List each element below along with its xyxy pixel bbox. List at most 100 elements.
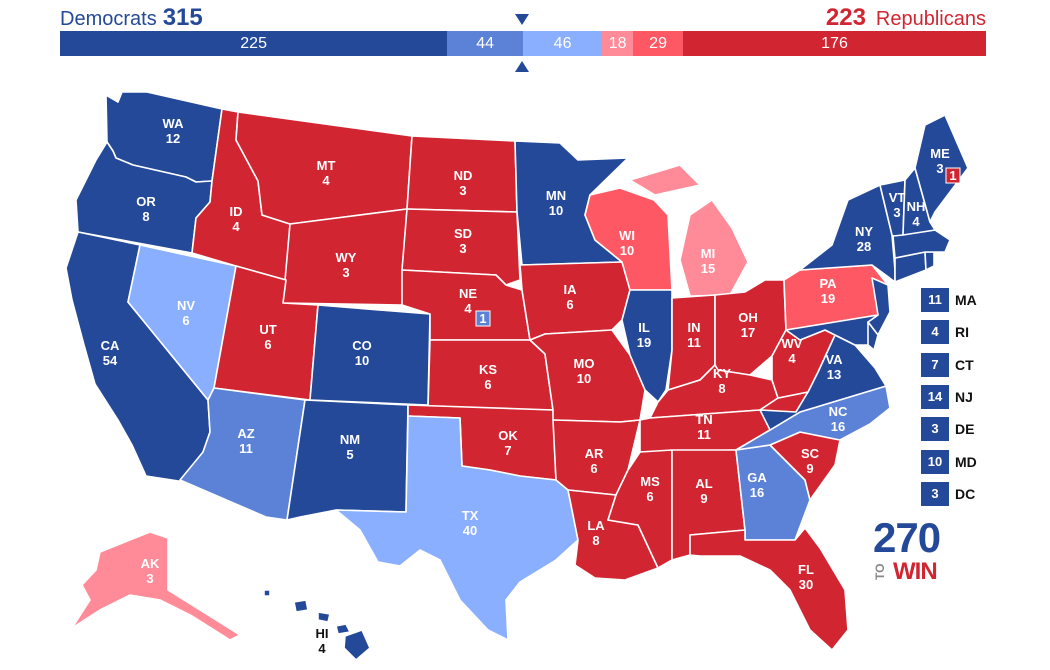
side-item-abbr: DE <box>955 421 975 438</box>
state-label-al: AL 9 <box>695 476 712 506</box>
side-item-de[interactable]: 3 DE <box>921 417 975 442</box>
side-item-ev: 10 <box>921 449 949 474</box>
state-ny[interactable] <box>799 184 896 283</box>
me-district-2-badge[interactable] <box>945 167 961 184</box>
state-label-vt: VT 3 <box>889 190 906 220</box>
bar-segment: 176 <box>683 31 986 56</box>
state-label-id: ID 4 <box>230 204 243 234</box>
side-item-ri[interactable]: 4 RI <box>921 320 969 345</box>
bar-segment: 18 <box>602 31 634 56</box>
state-label-fl: FL 30 <box>798 562 814 592</box>
state-label-tn: TN 11 <box>695 412 712 442</box>
electoral-vote-bar: 225 44 46 18 29 176 <box>60 31 986 56</box>
state-label-wi: WI 10 <box>619 228 635 258</box>
ne-district-2-badge[interactable] <box>475 310 491 327</box>
democrats-label: Democrats <box>60 8 157 30</box>
logo-win: WIN <box>893 558 938 585</box>
state-label-ak: AK 3 <box>141 556 160 586</box>
side-item-abbr: RI <box>955 324 969 341</box>
bar-segment: 225 <box>60 31 448 56</box>
state-ri[interactable] <box>924 251 935 271</box>
state-me[interactable] <box>914 114 969 223</box>
state-label-nh: NH 4 <box>907 199 926 229</box>
270-marker-bottom-icon <box>515 61 529 72</box>
republicans-header: 223 Republicans <box>826 4 986 32</box>
state-label-az: AZ 11 <box>237 426 254 456</box>
side-item-ev: 11 <box>921 288 949 312</box>
bar-segment: 44 <box>447 31 523 56</box>
republicans-label: Republicans <box>875 8 986 30</box>
side-item-ev: 14 <box>921 384 949 409</box>
state-label-nv: NV 6 <box>177 298 195 328</box>
state-label-la: LA 8 <box>587 518 605 548</box>
side-item-abbr: NJ <box>955 388 973 405</box>
state-label-wy: WY 3 <box>336 250 357 280</box>
state-label-hi: HI 4 <box>316 626 329 656</box>
state-md[interactable] <box>785 314 879 346</box>
democrats-total: 315 <box>162 4 203 31</box>
state-label-va: VA 13 <box>825 352 843 382</box>
state-nh[interactable] <box>902 167 936 236</box>
state-label-wv: WV 4 <box>782 336 803 366</box>
side-item-ev: 3 <box>921 417 949 442</box>
state-label-oh: OH 17 <box>738 310 758 340</box>
democrats-header: Democrats 315 <box>60 4 203 32</box>
state-label-ia: IA 6 <box>564 282 578 312</box>
state-label-ut: UT 6 <box>259 322 276 352</box>
state-label-ca: CA 54 <box>101 338 120 368</box>
state-label-ne: NE 4 <box>459 286 477 316</box>
state-ak[interactable] <box>71 531 241 641</box>
state-vt[interactable] <box>879 179 906 237</box>
state-fl[interactable] <box>689 527 849 651</box>
side-item-abbr: MA <box>955 292 977 308</box>
state-label-mn: MN 10 <box>546 188 566 218</box>
side-item-nj[interactable]: 14 NJ <box>921 384 973 409</box>
state-tx[interactable] <box>335 415 579 641</box>
state-label-mi: MI 15 <box>701 246 715 276</box>
state-label-ks: KS 6 <box>479 362 497 392</box>
bar-segment: 46 <box>522 31 603 56</box>
state-de[interactable] <box>867 321 879 351</box>
state-label-nd: ND 3 <box>454 168 473 198</box>
state-label-ar: AR 6 <box>585 446 604 476</box>
ne-district-2-badge-label: 1 <box>479 311 486 326</box>
republicans-total: 223 <box>825 4 866 31</box>
state-label-il: IL 19 <box>637 320 651 350</box>
state-mi[interactable] <box>629 164 749 297</box>
logo-number: 270 <box>873 514 941 561</box>
side-item-ev: 7 <box>921 352 949 377</box>
state-label-wa: WA 12 <box>163 116 185 146</box>
270towin-logo: 270 TO WIN <box>873 514 941 586</box>
state-label-tx: TX 40 <box>462 508 479 538</box>
side-item-md[interactable]: 10 MD <box>921 449 977 474</box>
side-item-abbr: MD <box>955 453 977 470</box>
logo-to: TO <box>873 563 887 580</box>
side-item-ev: 3 <box>921 481 949 506</box>
state-hi[interactable] <box>263 589 371 661</box>
state-label-pa: PA 19 <box>819 276 837 306</box>
state-label-nc: NC 16 <box>829 404 848 434</box>
state-label-ms: MS 6 <box>640 474 660 504</box>
state-label-mt: MT 4 <box>317 158 336 188</box>
state-label-co: CO 10 <box>352 338 372 368</box>
state-label-mo: MO 10 <box>574 356 595 386</box>
state-label-me: ME 3 <box>930 146 950 176</box>
side-item-ct[interactable]: 7 CT <box>921 352 974 377</box>
side-item-abbr: DC <box>955 485 976 502</box>
state-label-sc: SC 9 <box>801 446 820 476</box>
state-label-in: IN 11 <box>687 320 701 350</box>
bar-segment: 29 <box>633 31 684 56</box>
side-item-ev: 4 <box>921 320 949 345</box>
state-ia[interactable] <box>519 261 631 341</box>
state-label-or: OR 8 <box>136 194 156 224</box>
state-label-ky: KY 8 <box>713 366 731 396</box>
state-label-nm: NM 5 <box>340 432 360 462</box>
state-ma[interactable] <box>892 229 951 259</box>
side-item-dc[interactable]: 3 DC <box>921 481 976 506</box>
state-label-ga: GA 16 <box>747 470 767 500</box>
side-item-ma[interactable]: 11 MA <box>921 288 977 312</box>
state-label-ok: OK 7 <box>498 428 518 458</box>
state-co[interactable] <box>309 304 431 406</box>
state-label-sd: SD 3 <box>454 226 472 256</box>
